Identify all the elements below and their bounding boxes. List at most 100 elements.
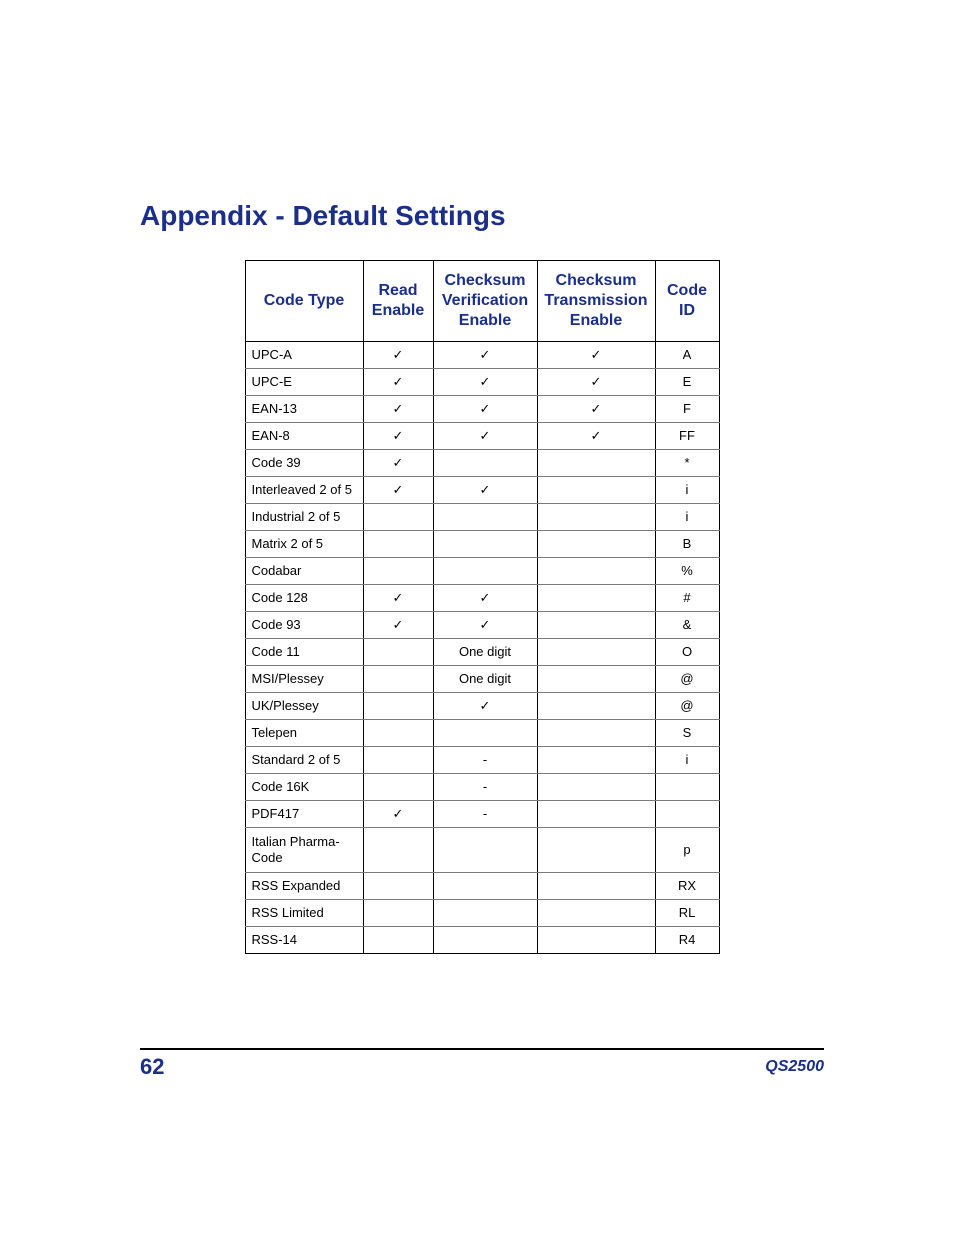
cell-checksum-verification: ✓ xyxy=(433,423,537,450)
cell-code-type: UPC-A xyxy=(245,342,363,369)
cell-code-type: Code 16K xyxy=(245,774,363,801)
cell-read-enable xyxy=(363,693,433,720)
col-header-code-type: Code Type xyxy=(245,261,363,342)
table-row: PDF417✓- xyxy=(245,801,719,828)
cell-code-type: Code 93 xyxy=(245,612,363,639)
cell-checksum-verification xyxy=(433,900,537,927)
cell-code-id: A xyxy=(655,342,719,369)
cell-code-type: Matrix 2 of 5 xyxy=(245,531,363,558)
col-header-checksum-verification: Checksum Verification Enable xyxy=(433,261,537,342)
cell-checksum-transmission: ✓ xyxy=(537,342,655,369)
cell-checksum-transmission xyxy=(537,774,655,801)
cell-code-type: Standard 2 of 5 xyxy=(245,747,363,774)
cell-code-id: @ xyxy=(655,666,719,693)
cell-checksum-verification: ✓ xyxy=(433,342,537,369)
page-title: Appendix - Default Settings xyxy=(140,200,824,232)
table-row: Industrial 2 of 5 i xyxy=(245,504,719,531)
cell-code-id: R4 xyxy=(655,927,719,954)
cell-checksum-transmission xyxy=(537,801,655,828)
cell-checksum-transmission xyxy=(537,639,655,666)
default-settings-table: Code Type Read Enable Checksum Verificat… xyxy=(245,260,720,954)
cell-code-type: MSI/Plessey xyxy=(245,666,363,693)
cell-checksum-transmission xyxy=(537,828,655,873)
cell-checksum-verification: - xyxy=(433,801,537,828)
table-row: Interleaved 2 of 5✓✓i xyxy=(245,477,719,504)
cell-code-type: Code 128 xyxy=(245,585,363,612)
table-row: Matrix 2 of 5B xyxy=(245,531,719,558)
cell-read-enable xyxy=(363,828,433,873)
cell-code-id: RL xyxy=(655,900,719,927)
cell-checksum-verification: - xyxy=(433,774,537,801)
cell-read-enable: ✓ xyxy=(363,396,433,423)
cell-checksum-transmission xyxy=(537,873,655,900)
cell-code-type: UK/Plessey xyxy=(245,693,363,720)
cell-code-type: RSS Expanded xyxy=(245,873,363,900)
table-body: UPC-A✓✓✓AUPC-E✓✓✓EEAN-13✓✓✓FEAN-8✓✓✓FFCo… xyxy=(245,342,719,954)
cell-read-enable xyxy=(363,927,433,954)
cell-checksum-verification xyxy=(433,450,537,477)
table-row: UPC-A✓✓✓A xyxy=(245,342,719,369)
cell-read-enable: ✓ xyxy=(363,342,433,369)
page-number: 62 xyxy=(140,1054,164,1080)
cell-read-enable: ✓ xyxy=(363,801,433,828)
cell-checksum-verification xyxy=(433,828,537,873)
cell-checksum-transmission xyxy=(537,900,655,927)
table-row: MSI/PlesseyOne digit@ xyxy=(245,666,719,693)
cell-code-id: O xyxy=(655,639,719,666)
cell-read-enable xyxy=(363,531,433,558)
cell-checksum-transmission xyxy=(537,927,655,954)
cell-read-enable: ✓ xyxy=(363,423,433,450)
cell-code-id: * xyxy=(655,450,719,477)
cell-checksum-verification xyxy=(433,927,537,954)
cell-checksum-transmission xyxy=(537,693,655,720)
cell-code-type: Industrial 2 of 5 xyxy=(245,504,363,531)
table-row: Codabar% xyxy=(245,558,719,585)
cell-code-id xyxy=(655,774,719,801)
cell-checksum-verification xyxy=(433,531,537,558)
cell-checksum-verification: ✓ xyxy=(433,585,537,612)
cell-read-enable: ✓ xyxy=(363,612,433,639)
table-row: Code 93✓✓& xyxy=(245,612,719,639)
cell-read-enable xyxy=(363,774,433,801)
cell-code-id: S xyxy=(655,720,719,747)
table-header-row: Code Type Read Enable Checksum Verificat… xyxy=(245,261,719,342)
page-footer: 62 QS2500 xyxy=(140,1048,824,1080)
cell-code-id: % xyxy=(655,558,719,585)
cell-code-type: PDF417 xyxy=(245,801,363,828)
table-row: RSS-14 R4 xyxy=(245,927,719,954)
cell-code-id: i xyxy=(655,504,719,531)
cell-code-id xyxy=(655,801,719,828)
cell-read-enable: ✓ xyxy=(363,369,433,396)
col-header-checksum-transmission: Checksum Transmission Enable xyxy=(537,261,655,342)
table-row: Code 39✓* xyxy=(245,450,719,477)
cell-read-enable: ✓ xyxy=(363,477,433,504)
col-header-read-enable: Read Enable xyxy=(363,261,433,342)
cell-checksum-transmission xyxy=(537,477,655,504)
table-row: RSS Limited RL xyxy=(245,900,719,927)
cell-code-type: RSS Limited xyxy=(245,900,363,927)
cell-read-enable xyxy=(363,558,433,585)
col-header-code-id: Code ID xyxy=(655,261,719,342)
cell-code-type: Codabar xyxy=(245,558,363,585)
table-row: EAN-8✓✓✓FF xyxy=(245,423,719,450)
cell-read-enable xyxy=(363,666,433,693)
cell-read-enable xyxy=(363,504,433,531)
cell-read-enable xyxy=(363,873,433,900)
cell-code-id: FF xyxy=(655,423,719,450)
table-row: RSS ExpandedRX xyxy=(245,873,719,900)
cell-read-enable: ✓ xyxy=(363,450,433,477)
cell-checksum-transmission: ✓ xyxy=(537,396,655,423)
page: Appendix - Default Settings Code Type Re… xyxy=(0,0,954,1235)
table-row: UPC-E✓✓✓E xyxy=(245,369,719,396)
cell-checksum-transmission xyxy=(537,450,655,477)
cell-checksum-verification: ✓ xyxy=(433,369,537,396)
table-row: Code 128✓✓# xyxy=(245,585,719,612)
cell-code-type: EAN-8 xyxy=(245,423,363,450)
cell-code-id: p xyxy=(655,828,719,873)
cell-code-type: RSS-14 xyxy=(245,927,363,954)
cell-checksum-transmission: ✓ xyxy=(537,369,655,396)
cell-code-id: & xyxy=(655,612,719,639)
table-row: UK/Plessey✓@ xyxy=(245,693,719,720)
cell-checksum-transmission xyxy=(537,747,655,774)
table-row: Italian Pharma-Codep xyxy=(245,828,719,873)
